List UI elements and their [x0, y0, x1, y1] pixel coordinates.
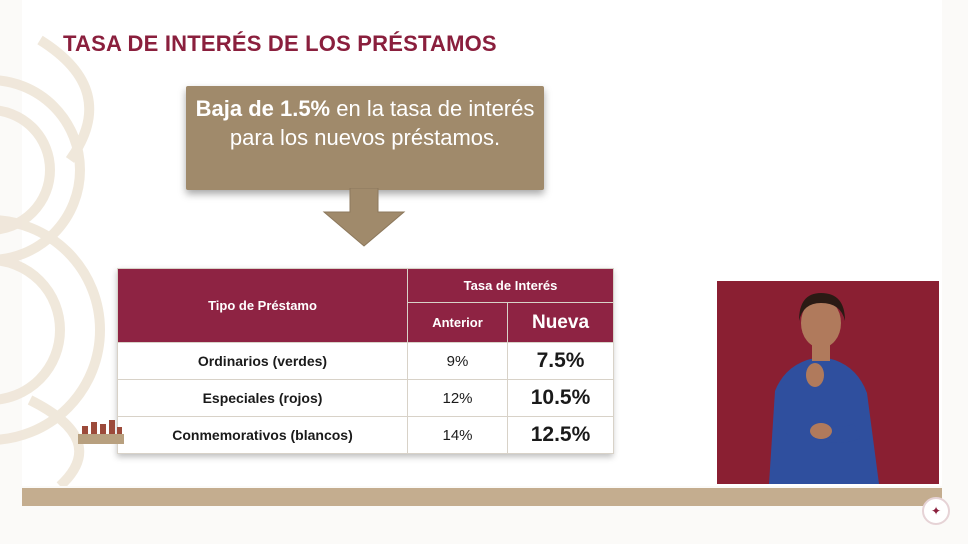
rate-before-cell: 14%	[407, 416, 508, 454]
table-row: Ordinarios (verdes) 9% 7.5%	[117, 342, 615, 380]
rate-new-cell: 7.5%	[506, 342, 615, 380]
rate-new-cell: 12.5%	[506, 416, 615, 454]
rate-new-cell: 10.5%	[506, 379, 615, 417]
header-new: Nueva	[506, 302, 615, 343]
callout-box: Baja de 1.5% en la tasa de interés para …	[186, 86, 544, 190]
table-row: Especiales (rojos) 12% 10.5%	[117, 379, 615, 417]
sign-language-interpreter	[717, 281, 939, 484]
rate-before-cell: 9%	[407, 342, 508, 380]
down-arrow-icon	[322, 188, 406, 247]
loan-type-cell: Conmemorativos (blancos)	[117, 416, 408, 454]
government-seal-icon: ✦	[922, 497, 950, 525]
page-title: TASA DE INTERÉS DE LOS PRÉSTAMOS	[63, 31, 497, 56]
table-row: Conmemorativos (blancos) 14% 12.5%	[117, 416, 615, 454]
bottom-bar	[22, 488, 942, 506]
header-loan-type: Tipo de Préstamo	[117, 268, 408, 343]
callout-text: en la tasa de interés para los nuevos pr…	[229, 96, 535, 150]
callout-highlight: Baja de 1.5%	[195, 96, 331, 121]
header-interest-rate: Tasa de Interés	[406, 268, 615, 303]
background-ornament	[0, 35, 105, 486]
rates-table: Tipo de Préstamo Tasa de Interés Anterio…	[117, 268, 615, 454]
header-before: Anterior	[407, 302, 508, 343]
loan-type-cell: Especiales (rojos)	[117, 379, 408, 417]
building-logo-icon	[78, 420, 124, 444]
rates-table-container: Tipo de Préstamo Tasa de Interés Anterio…	[117, 268, 615, 454]
rate-before-cell: 12%	[407, 379, 508, 417]
loan-type-cell: Ordinarios (verdes)	[117, 342, 408, 380]
interpreter-figure	[769, 293, 879, 484]
